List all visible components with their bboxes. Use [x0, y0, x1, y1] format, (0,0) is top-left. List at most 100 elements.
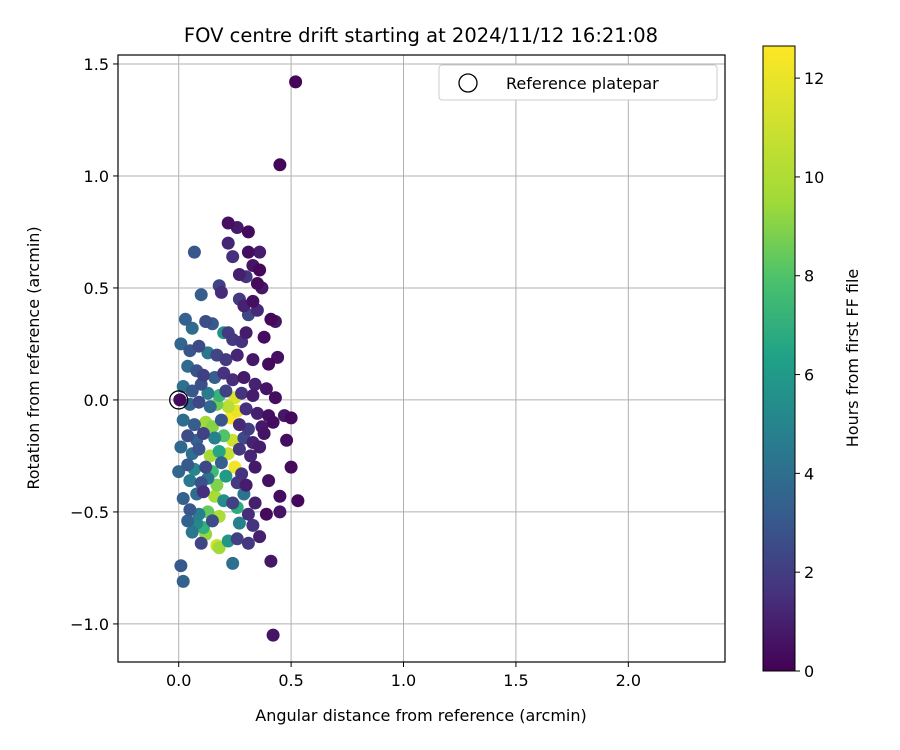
data-point [214, 285, 228, 299]
data-point [185, 321, 199, 335]
data-point [176, 413, 190, 427]
colorbar-tick-label: 0 [804, 662, 814, 681]
data-point [246, 518, 260, 532]
data-point [237, 371, 251, 384]
data-point [226, 250, 240, 264]
data-point [230, 348, 244, 362]
data-point [253, 530, 267, 544]
data-point [205, 514, 219, 528]
data-point [257, 330, 271, 344]
data-point [241, 225, 255, 239]
colorbar-tick-label: 12 [804, 69, 824, 88]
data-point [289, 75, 303, 89]
data-point [266, 415, 280, 429]
data-point [284, 460, 298, 474]
data-point [248, 377, 262, 391]
data-point [194, 288, 208, 302]
data-point [187, 418, 201, 432]
data-point [185, 384, 199, 398]
data-point [219, 384, 233, 398]
colorbar-tick-label: 10 [804, 168, 824, 187]
data-point [246, 294, 260, 308]
x-axis-ticks: 0.0 0.5 1.0 1.5 2.0 [166, 662, 641, 690]
data-point [248, 460, 262, 474]
data-point [262, 357, 276, 371]
data-point [192, 442, 206, 456]
legend: Reference platepar [438, 64, 718, 101]
data-point [226, 496, 240, 510]
data-point [253, 440, 267, 454]
data-point [241, 536, 255, 550]
colorbar-tick-label: 8 [804, 267, 814, 286]
data-point [181, 458, 195, 472]
colorbar-gradient [762, 45, 796, 672]
data-point [172, 465, 186, 479]
data-point [241, 245, 255, 259]
data-point [273, 489, 287, 503]
x-tick-label: 1.0 [391, 671, 416, 690]
y-axis-title: Rotation from reference (arcmin) [24, 226, 43, 489]
x-tick-label: 2.0 [616, 671, 641, 690]
data-point [246, 389, 260, 402]
colorbar-tick-label: 2 [804, 563, 814, 582]
data-point [214, 456, 228, 470]
data-point [232, 418, 246, 432]
data-point [174, 337, 188, 351]
data-point [259, 507, 273, 521]
colorbar: 0 2 4 6 8 10 12 Hours from first FF file [762, 45, 862, 681]
y-tick-label: 0.5 [84, 279, 109, 298]
data-point [241, 507, 255, 521]
data-point [232, 516, 246, 530]
data-point [185, 525, 199, 539]
data-point [205, 420, 219, 434]
data-point [196, 485, 210, 499]
data-point [259, 382, 273, 396]
data-point [264, 554, 278, 568]
data-point [217, 366, 231, 380]
data-point [212, 445, 226, 458]
data-point [199, 315, 213, 328]
x-tick-label: 1.5 [503, 671, 528, 690]
data-point [199, 460, 213, 474]
data-point [219, 469, 233, 483]
x-axis-title: Angular distance from reference (arcmin) [255, 706, 586, 725]
colorbar-ticks: 0 2 4 6 8 10 12 [795, 69, 824, 681]
data-point [273, 505, 287, 519]
data-point [232, 268, 246, 281]
chart-title: FOV centre drift starting at 2024/11/12 … [184, 24, 658, 47]
x-tick-label: 0.0 [166, 671, 191, 690]
colorbar-tick-label: 4 [804, 464, 814, 483]
data-point [239, 402, 253, 416]
data-point [291, 494, 305, 508]
colorbar-label: Hours from first FF file [843, 269, 862, 448]
plot-frame [117, 54, 726, 663]
data-point [226, 556, 240, 570]
data-point [181, 514, 195, 528]
data-point [273, 158, 287, 172]
data-point [201, 386, 215, 400]
data-point [178, 312, 192, 326]
data-point [214, 413, 228, 427]
data-point [246, 353, 260, 367]
data-point [181, 429, 195, 443]
y-tick-label: −0.5 [70, 503, 109, 522]
y-tick-label: 1.0 [84, 167, 109, 186]
data-point [232, 442, 246, 456]
data-point [194, 536, 208, 550]
data-point [208, 431, 222, 445]
data-point [226, 373, 240, 387]
colorbar-tick-label: 6 [804, 366, 814, 385]
data-point [268, 391, 282, 405]
legend-box [438, 64, 718, 101]
data-point [212, 541, 226, 555]
data-point [280, 433, 294, 447]
y-axis-ticks: −1.0 −0.5 0.0 0.5 1.0 1.5 [70, 55, 118, 634]
data-point [271, 350, 285, 364]
legend-marker-reference-platepar [458, 73, 478, 93]
data-point [248, 496, 262, 510]
data-point [239, 326, 253, 340]
data-point [244, 449, 258, 463]
data-point [235, 467, 249, 481]
data-point [284, 411, 298, 425]
